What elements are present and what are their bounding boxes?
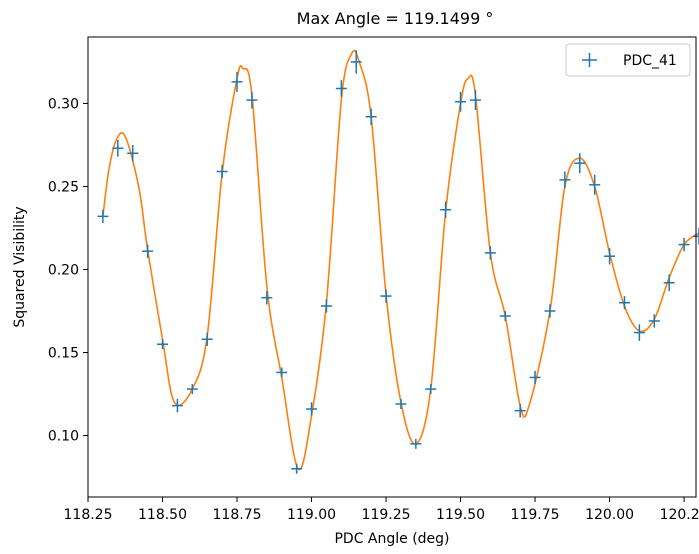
x-tick-label: 120.25	[660, 507, 699, 523]
legend-label: PDC_41	[623, 53, 677, 69]
legend-marker-icon	[582, 53, 597, 67]
data-point	[186, 384, 198, 395]
data-point	[216, 164, 228, 179]
x-tick-label: 118.50	[138, 507, 187, 523]
data-point	[306, 402, 318, 416]
data-point	[142, 244, 154, 258]
data-point	[261, 291, 273, 305]
data-point	[440, 201, 452, 219]
data-point	[589, 174, 601, 195]
data-point	[604, 247, 616, 265]
data-point	[157, 339, 169, 350]
y-tick-label: 0.25	[48, 179, 79, 195]
x-axis-label: PDC Angle (deg)	[334, 531, 449, 547]
fit-curve-layer	[102, 49, 699, 471]
data-point	[559, 171, 571, 189]
data-point	[201, 332, 213, 346]
legend: PDC_41	[565, 43, 691, 77]
fit-curve	[102, 49, 699, 471]
data-point	[335, 80, 347, 97]
data-point	[291, 463, 303, 474]
y-tick-label: 0.15	[48, 346, 79, 362]
data-point	[425, 384, 437, 395]
x-tick-label: 118.25	[64, 507, 113, 523]
y-tick-label: 0.30	[48, 96, 79, 112]
data-point	[320, 299, 332, 313]
x-tick-label: 119.50	[436, 507, 485, 523]
data-point	[514, 404, 526, 418]
data-point	[544, 304, 556, 318]
data-point	[648, 314, 660, 328]
data-point	[380, 289, 392, 303]
data-markers-layer	[97, 50, 699, 474]
chart-title: Max Angle = 119.1499 °	[297, 9, 494, 28]
plot-frame	[87, 36, 697, 498]
x-tick-label: 119.25	[362, 507, 411, 523]
data-point	[410, 438, 422, 449]
y-axis: 0.10 0.15 0.20 0.25 0.30	[48, 96, 88, 445]
legend-frame	[565, 43, 691, 77]
x-tick-label: 119.75	[511, 507, 560, 523]
data-point	[633, 324, 645, 341]
data-point	[231, 71, 243, 92]
data-point	[276, 367, 288, 378]
data-point	[484, 246, 496, 260]
data-point	[574, 153, 586, 174]
data-point	[127, 144, 139, 162]
data-point	[246, 91, 258, 109]
data-point	[499, 311, 511, 321]
y-tick-label: 0.10	[48, 429, 79, 445]
data-point	[469, 90, 481, 111]
x-tick-label: 119.00	[287, 507, 336, 523]
data-point	[678, 237, 690, 252]
data-point	[365, 108, 377, 126]
x-tick-label: 118.75	[213, 507, 262, 523]
data-point	[171, 399, 183, 413]
data-point	[663, 274, 675, 292]
data-point	[455, 91, 467, 112]
data-point	[395, 399, 407, 409]
x-axis: 118.25 118.50 118.75 119.00 119.25 119.50 119.…	[64, 497, 699, 523]
data-point	[350, 50, 362, 74]
y-axis-label: Squared Visibility	[12, 206, 28, 327]
data-point	[97, 209, 109, 223]
data-point	[112, 139, 124, 157]
data-point	[529, 370, 541, 385]
y-tick-label: 0.20	[48, 262, 79, 278]
x-tick-label: 120.00	[585, 507, 634, 523]
data-point	[618, 296, 630, 310]
